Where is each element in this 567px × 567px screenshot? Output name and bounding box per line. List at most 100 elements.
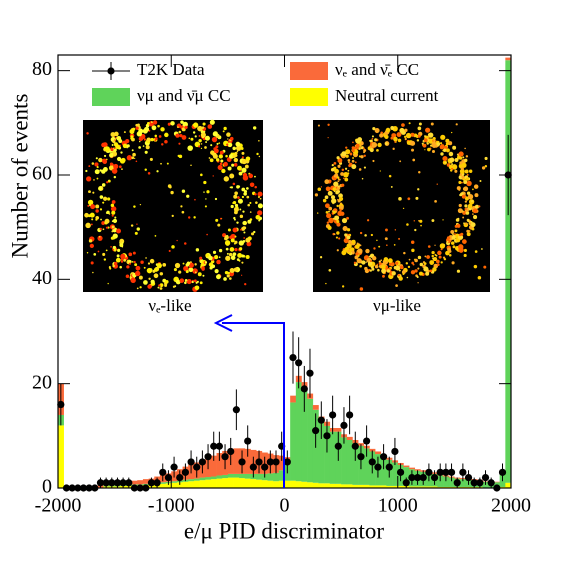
hit — [107, 197, 111, 201]
hit — [204, 135, 210, 141]
hist-bar — [267, 473, 274, 481]
hist-bar — [335, 428, 342, 432]
hit — [331, 198, 337, 204]
hit — [171, 214, 174, 218]
hit — [351, 146, 355, 150]
hit — [341, 217, 348, 224]
hit — [88, 190, 91, 194]
hit — [93, 179, 95, 181]
hist-bar — [346, 440, 353, 485]
hit — [237, 196, 240, 199]
hit — [419, 219, 423, 223]
hit — [372, 127, 376, 131]
hit — [110, 203, 115, 208]
hit — [423, 266, 429, 272]
hit — [95, 215, 100, 220]
hit — [225, 255, 231, 261]
hit — [414, 228, 417, 232]
hit — [431, 254, 434, 258]
hit — [110, 246, 112, 248]
data-point — [232, 406, 240, 414]
hist-bar — [431, 486, 438, 488]
hit — [98, 235, 101, 238]
hit — [194, 198, 196, 201]
hist-bar — [261, 480, 268, 488]
hist-bar — [244, 473, 251, 479]
hit — [418, 219, 420, 222]
hit — [217, 223, 221, 227]
hit — [325, 186, 331, 192]
hit — [359, 244, 362, 247]
hit — [369, 147, 374, 153]
hit — [96, 177, 99, 180]
hit — [121, 168, 123, 170]
hit — [457, 208, 463, 214]
y-tick-label: 40 — [32, 267, 52, 289]
hit — [368, 255, 371, 258]
hit — [422, 143, 427, 148]
hit — [241, 195, 245, 199]
hit — [102, 201, 105, 204]
hit — [229, 247, 235, 252]
legend-label: νμ and ν̄μ CC — [137, 86, 231, 105]
hit — [154, 134, 158, 138]
hit — [90, 261, 94, 265]
hit — [214, 269, 219, 274]
hit — [134, 263, 138, 266]
hit — [377, 142, 382, 148]
data-point — [408, 473, 416, 482]
hit — [337, 164, 341, 168]
hit — [204, 205, 207, 208]
hist-bar — [199, 477, 206, 481]
hit — [89, 212, 95, 218]
hit — [459, 233, 462, 237]
hit — [369, 269, 372, 272]
hit — [241, 158, 247, 165]
hit — [398, 197, 402, 201]
hit — [334, 215, 340, 221]
hit — [181, 135, 187, 140]
hit — [135, 160, 138, 163]
hit — [464, 158, 468, 163]
hit — [467, 193, 474, 200]
hit — [111, 225, 115, 229]
hit — [374, 138, 378, 142]
hit — [212, 250, 217, 254]
hist-bar — [216, 475, 223, 479]
hit — [201, 267, 205, 271]
hit — [224, 236, 228, 241]
hit — [229, 173, 235, 179]
hit — [402, 272, 405, 275]
hit — [111, 200, 116, 204]
hit — [356, 147, 359, 150]
hit — [154, 137, 158, 141]
hit — [198, 135, 201, 137]
data-point — [476, 479, 484, 487]
hit — [335, 190, 339, 195]
hit — [89, 243, 94, 248]
hist-bar — [244, 448, 251, 474]
hit — [128, 262, 132, 265]
hit — [162, 262, 167, 267]
hit — [388, 174, 392, 178]
hist-bar — [414, 486, 421, 488]
hit — [404, 128, 408, 132]
hit — [86, 176, 92, 182]
hit — [148, 277, 151, 281]
data-point — [96, 479, 105, 487]
hit — [99, 227, 102, 231]
hit — [417, 126, 422, 131]
hit — [219, 150, 224, 155]
hist-bar — [409, 467, 416, 470]
hit — [466, 229, 470, 233]
hist-bar — [193, 480, 200, 488]
hit — [314, 193, 319, 197]
hist-bar — [346, 436, 353, 441]
hit — [135, 126, 139, 130]
hist-bar — [273, 481, 280, 488]
hist-bar — [352, 443, 359, 485]
hit — [355, 143, 360, 148]
hit — [450, 229, 455, 234]
hit — [442, 219, 444, 221]
hit — [174, 262, 181, 269]
